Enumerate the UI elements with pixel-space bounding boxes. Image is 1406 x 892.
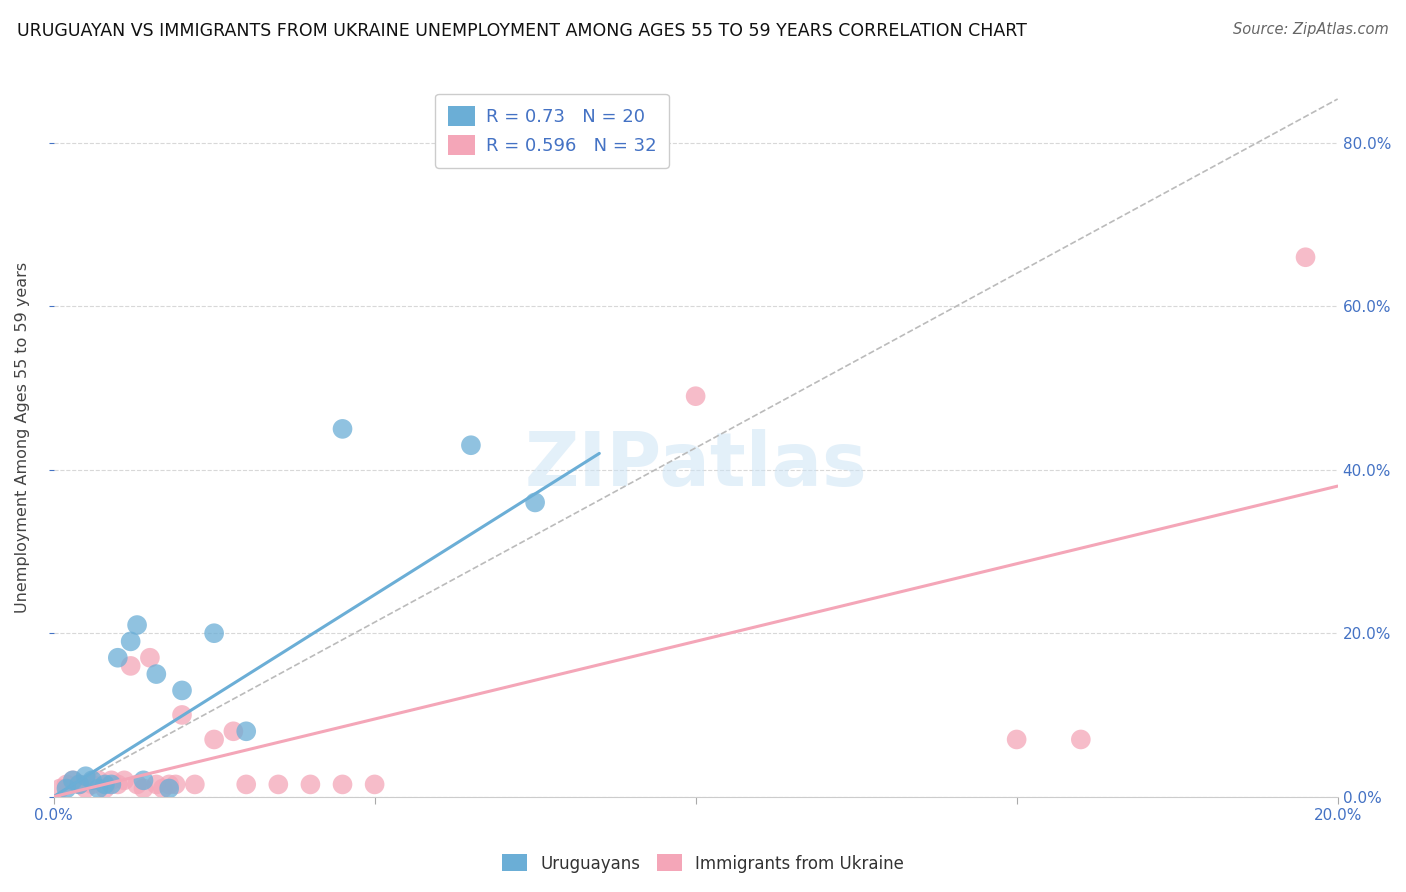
Point <box>139 650 162 665</box>
Point <box>120 634 142 648</box>
Point <box>107 650 129 665</box>
Point <box>49 781 72 796</box>
Text: ZIPatlas: ZIPatlas <box>524 429 868 502</box>
Point <box>332 422 354 436</box>
Point <box>202 626 225 640</box>
Point <box>1070 732 1092 747</box>
Text: Source: ZipAtlas.com: Source: ZipAtlas.com <box>1233 22 1389 37</box>
Point <box>100 773 122 788</box>
Point <box>222 724 245 739</box>
Point <box>184 777 207 791</box>
Point <box>165 777 187 791</box>
Point <box>1005 732 1028 747</box>
Point <box>55 781 77 796</box>
Point <box>132 781 155 796</box>
Point <box>100 777 122 791</box>
Point <box>125 618 148 632</box>
Point <box>267 777 290 791</box>
Point <box>157 777 180 791</box>
Point <box>524 495 547 509</box>
Point <box>235 777 257 791</box>
Point <box>125 777 148 791</box>
Point <box>202 732 225 747</box>
Point <box>55 777 77 791</box>
Legend: Uruguayans, Immigrants from Ukraine: Uruguayans, Immigrants from Ukraine <box>495 847 911 880</box>
Point <box>235 724 257 739</box>
Point <box>152 781 174 796</box>
Point <box>87 773 110 788</box>
Y-axis label: Unemployment Among Ages 55 to 59 years: Unemployment Among Ages 55 to 59 years <box>15 261 30 613</box>
Point <box>1295 250 1317 264</box>
Point <box>120 659 142 673</box>
Point <box>363 777 385 791</box>
Point <box>82 777 104 791</box>
Point <box>685 389 707 403</box>
Point <box>75 769 97 783</box>
Point <box>82 773 104 788</box>
Point <box>62 773 84 788</box>
Point <box>145 667 167 681</box>
Point <box>75 781 97 796</box>
Point <box>170 708 193 723</box>
Point <box>94 777 117 791</box>
Point <box>132 773 155 788</box>
Point <box>460 438 482 452</box>
Point <box>62 773 84 788</box>
Point <box>67 777 90 791</box>
Point <box>107 777 129 791</box>
Point <box>157 781 180 796</box>
Legend: R = 0.73   N = 20, R = 0.596   N = 32: R = 0.73 N = 20, R = 0.596 N = 32 <box>434 94 669 168</box>
Point <box>145 777 167 791</box>
Point <box>112 773 135 788</box>
Point <box>299 777 322 791</box>
Point <box>170 683 193 698</box>
Point <box>332 777 354 791</box>
Text: URUGUAYAN VS IMMIGRANTS FROM UKRAINE UNEMPLOYMENT AMONG AGES 55 TO 59 YEARS CORR: URUGUAYAN VS IMMIGRANTS FROM UKRAINE UNE… <box>17 22 1026 40</box>
Point <box>87 781 110 796</box>
Point <box>94 781 117 796</box>
Point <box>67 777 90 791</box>
